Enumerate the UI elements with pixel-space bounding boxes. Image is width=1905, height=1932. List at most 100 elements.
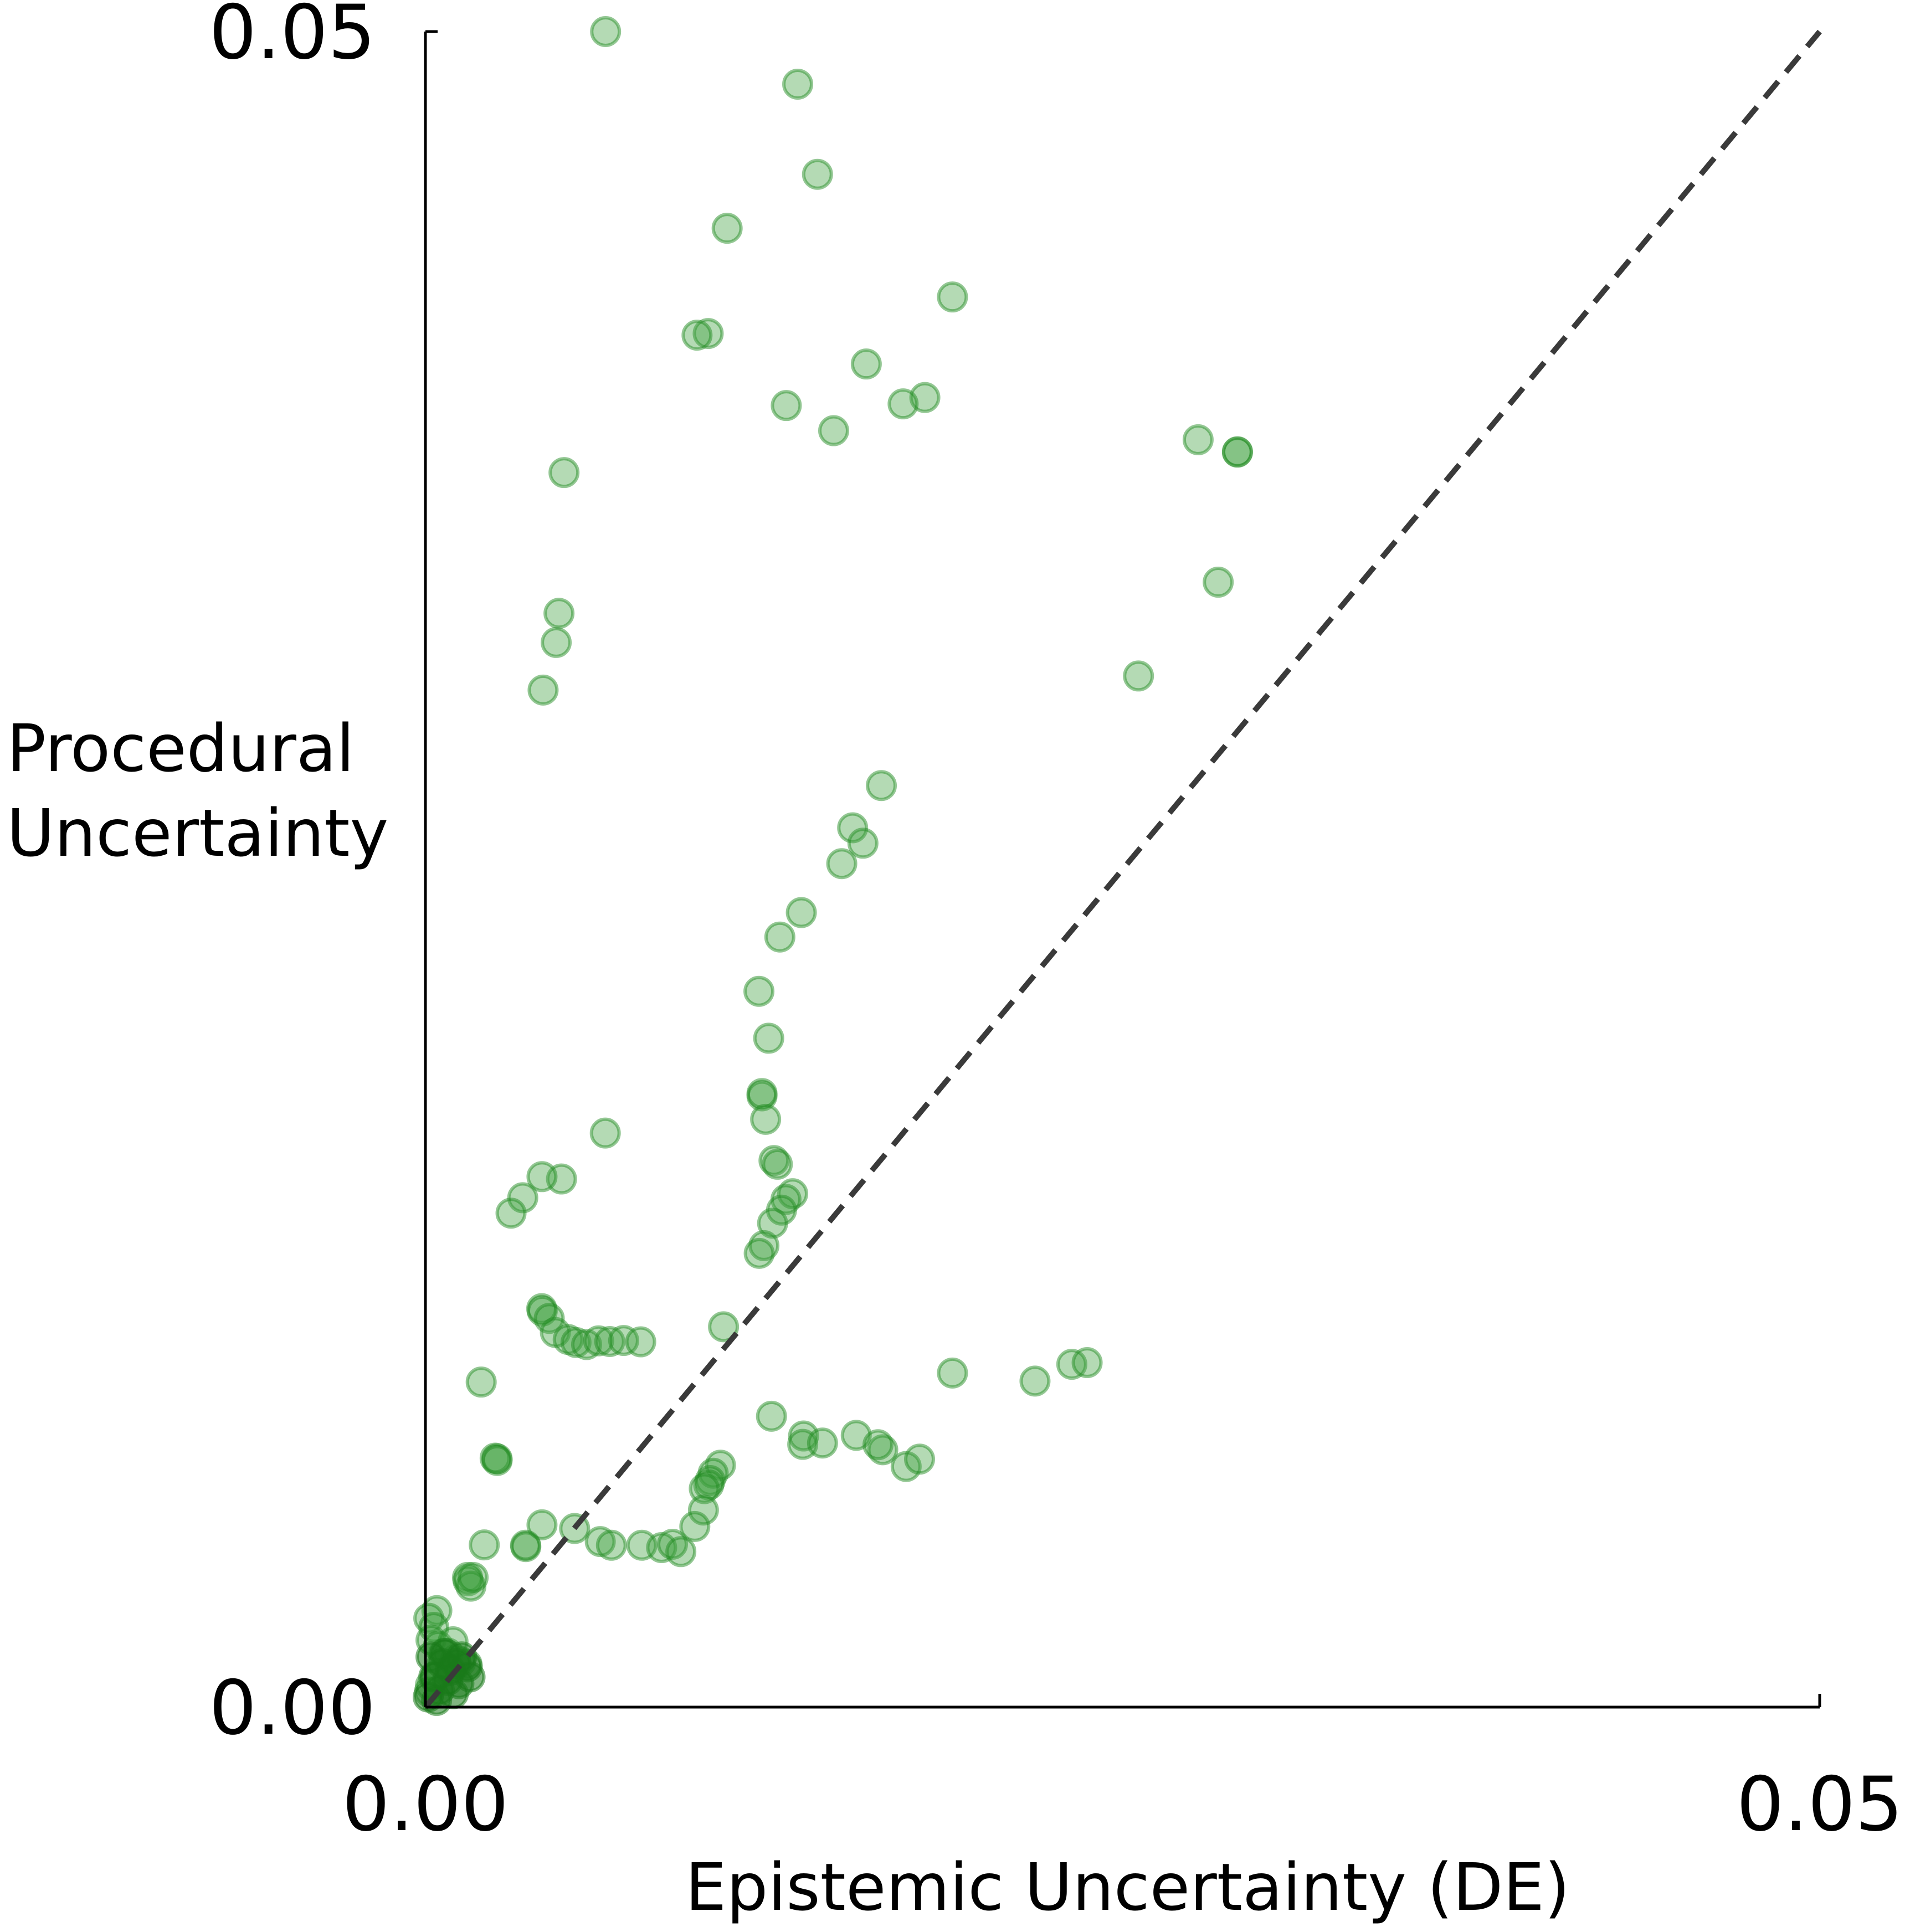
data-point <box>862 1429 894 1461</box>
data-point <box>594 1325 625 1357</box>
data-point <box>746 1080 778 1112</box>
reference-diagonal-line <box>423 29 1822 1709</box>
y-tick-label-min: 0.00 <box>209 1664 376 1751</box>
y-tick-label-max: 0.05 <box>209 0 376 76</box>
data-point <box>743 975 775 1007</box>
data-point <box>548 457 580 489</box>
data-point <box>753 1022 784 1054</box>
data-point <box>646 1532 677 1564</box>
data-point <box>687 1494 719 1526</box>
data-point <box>481 1445 513 1476</box>
data-point <box>1123 660 1154 692</box>
data-point <box>526 1161 558 1193</box>
data-point <box>571 1329 602 1360</box>
data-points <box>413 16 1253 1716</box>
data-point <box>777 1178 808 1210</box>
data-point <box>1182 424 1214 455</box>
data-point <box>692 318 724 350</box>
data-point <box>540 1317 571 1348</box>
data-point <box>552 1324 584 1355</box>
data-point <box>750 1103 782 1135</box>
data-point <box>665 1536 697 1568</box>
data-point <box>693 1469 725 1501</box>
data-point <box>458 1561 489 1593</box>
data-point <box>1221 436 1253 467</box>
data-point <box>481 1443 513 1474</box>
data-point <box>788 1420 819 1452</box>
data-point <box>758 1145 790 1176</box>
data-point <box>756 1400 787 1432</box>
data-point <box>1203 567 1234 598</box>
data-point <box>681 320 713 351</box>
data-point <box>694 1465 726 1497</box>
data-point <box>826 848 857 880</box>
data-point <box>510 1531 542 1563</box>
data-point <box>697 1457 729 1489</box>
data-point <box>469 1529 500 1561</box>
data-point <box>526 1295 558 1327</box>
data-point <box>771 390 802 422</box>
data-point <box>890 1451 922 1482</box>
data-point <box>708 1311 740 1343</box>
y-axis-label-line-1: Procedural <box>7 710 355 787</box>
data-point <box>1056 1349 1087 1380</box>
data-point <box>584 1526 616 1558</box>
data-point-cluster <box>413 1681 444 1713</box>
data-point <box>527 674 559 706</box>
data-point <box>887 388 919 420</box>
data-point <box>626 1529 658 1561</box>
data-point <box>418 1612 450 1643</box>
data-point <box>850 348 882 380</box>
data-point <box>705 1450 736 1481</box>
data-point <box>657 1528 689 1560</box>
data-point <box>711 213 743 244</box>
data-point <box>785 897 817 928</box>
data-point <box>770 1184 802 1215</box>
data-point <box>546 1163 577 1195</box>
data-point <box>608 1325 639 1356</box>
x-axis-label: Epistemic Uncertainty (DE) <box>685 1849 1570 1925</box>
data-point <box>479 1442 511 1474</box>
data-point <box>689 1473 720 1504</box>
data-point <box>526 1293 557 1324</box>
data-point <box>807 1427 838 1459</box>
data-point <box>465 1366 497 1398</box>
data-point <box>543 598 575 629</box>
data-point <box>560 1327 592 1358</box>
data-point <box>867 1434 898 1466</box>
data-point <box>452 1561 484 1593</box>
x-tick-label-max: 0.05 <box>1737 1761 1903 1848</box>
data-point <box>455 1570 487 1602</box>
data-point <box>679 1510 711 1542</box>
data-point <box>583 1325 614 1356</box>
data-point <box>802 158 833 190</box>
data-point <box>746 1078 778 1109</box>
data-point <box>757 1208 788 1239</box>
data-point <box>837 812 869 844</box>
data-point <box>590 16 622 47</box>
data-point <box>840 1420 872 1451</box>
data-point <box>866 770 897 801</box>
y-axis-label-line-2: Uncertainty <box>7 795 388 871</box>
data-point <box>589 1117 621 1149</box>
data-point <box>787 1429 819 1460</box>
data-point <box>526 1509 558 1540</box>
data-point <box>625 1326 656 1358</box>
data-point <box>937 281 968 313</box>
data-point <box>847 828 879 859</box>
data-point <box>510 1529 541 1561</box>
data-point <box>762 1148 793 1180</box>
data-point <box>413 1602 445 1634</box>
data-point <box>1071 1347 1103 1379</box>
data-point <box>495 1198 527 1229</box>
axes <box>424 30 1821 1709</box>
data-point <box>782 68 814 100</box>
data-point-cluster <box>440 1648 472 1679</box>
data-point <box>1019 1365 1051 1397</box>
data-point <box>453 1565 484 1596</box>
data-point <box>421 1595 453 1626</box>
data-point <box>904 1443 936 1475</box>
data-point <box>743 1237 775 1269</box>
x-tick-label-min: 0.00 <box>342 1761 509 1848</box>
